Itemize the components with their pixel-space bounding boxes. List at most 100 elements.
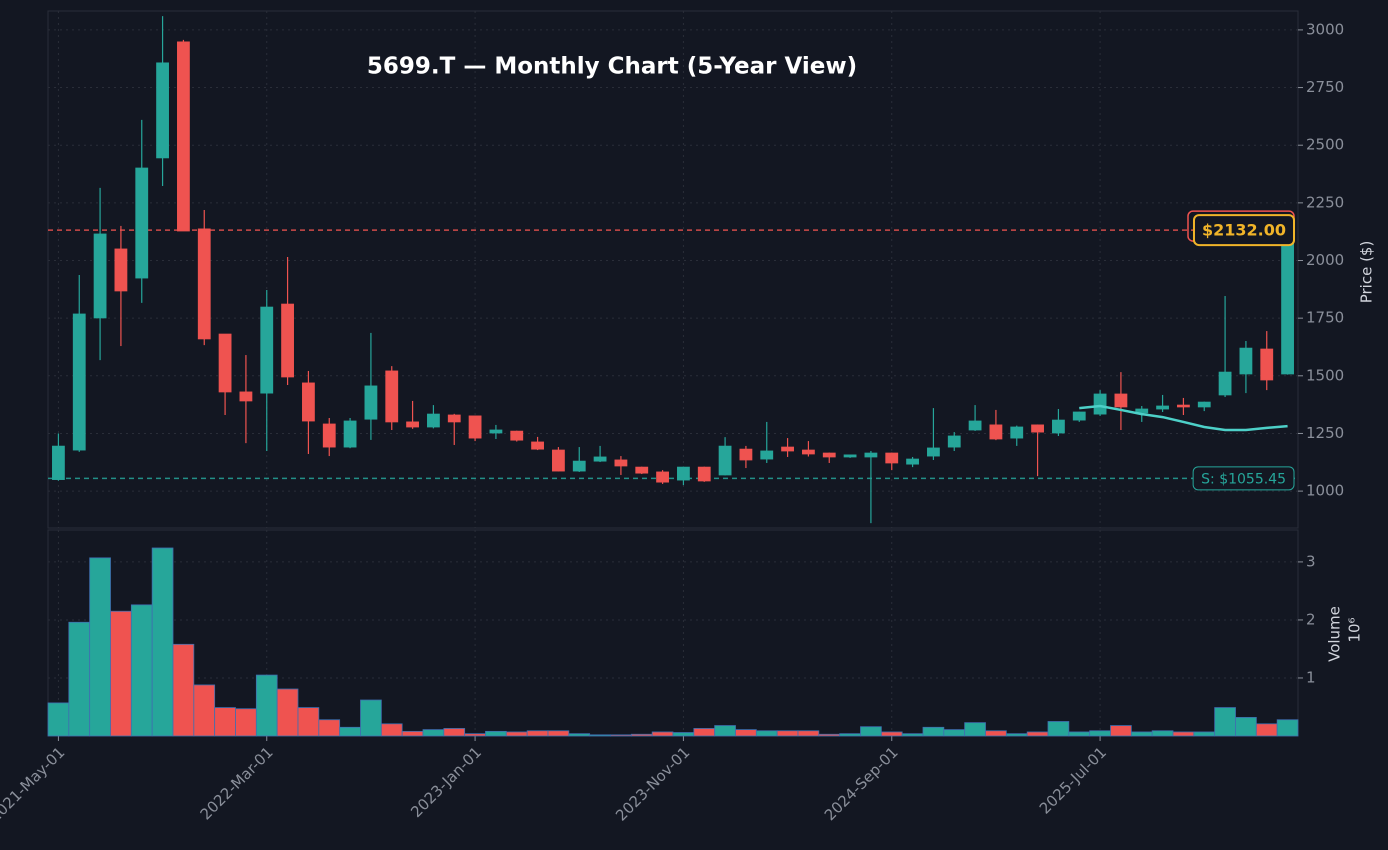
price-label-box — [1192, 214, 1295, 247]
candle-body — [1093, 393, 1107, 415]
candle-body — [52, 445, 65, 480]
candle-body — [302, 382, 315, 422]
candle-body — [93, 233, 107, 319]
y-tick-label: 2500 — [1306, 136, 1344, 154]
grid — [48, 11, 1303, 741]
volume-bar — [485, 730, 507, 737]
volume-bar — [901, 733, 924, 737]
candle-body — [239, 391, 253, 402]
candle-body — [635, 466, 649, 474]
candle-body — [406, 421, 419, 428]
candle-body — [281, 303, 294, 378]
price-label: S: $1055.45 — [1201, 471, 1286, 487]
volume-bar — [505, 731, 528, 737]
volume-bar — [464, 733, 486, 737]
candle-body — [760, 450, 774, 460]
candle-body — [427, 413, 440, 428]
candle-body — [843, 454, 857, 458]
volume-bar — [47, 702, 70, 737]
candle-body — [1031, 424, 1044, 433]
candle-body — [114, 248, 128, 292]
y-tick-label: 2000 — [1306, 251, 1344, 269]
y-tick-label: 1750 — [1306, 309, 1344, 327]
volume-bar — [255, 674, 278, 737]
candle-body — [364, 385, 378, 420]
moving-average — [1079, 404, 1288, 432]
candle-body — [656, 471, 669, 483]
candle-body — [802, 449, 815, 455]
candle-body — [531, 441, 544, 450]
volume-bar — [735, 729, 757, 737]
chart-title: 5699.T — Monthly Chart (5-Year View) — [367, 54, 857, 80]
candle-body — [968, 420, 982, 431]
volume-bar — [68, 621, 91, 737]
candle-body — [781, 446, 794, 452]
volume-bar — [943, 729, 966, 737]
volume-bar — [1235, 717, 1257, 737]
candle-body — [260, 306, 274, 394]
y-tick-label: 2250 — [1306, 193, 1344, 211]
candle-body — [593, 456, 607, 462]
volume-bar — [443, 728, 466, 737]
candle-body — [864, 452, 878, 458]
volume-bar — [880, 731, 903, 737]
y-tick-label: 1000 — [1306, 482, 1344, 500]
volume-bar — [1047, 721, 1070, 737]
volume-bar — [630, 733, 653, 737]
volume-bar — [797, 730, 820, 737]
candle-body — [927, 447, 940, 457]
candle-body — [447, 414, 461, 423]
candle-body — [1052, 419, 1065, 434]
y-tick-label: 1250 — [1306, 424, 1344, 442]
volume-bar — [1214, 707, 1236, 737]
volume-bar — [610, 734, 632, 737]
volume-bar — [1005, 733, 1028, 737]
volume-bar — [1110, 725, 1132, 737]
volume-bar — [297, 707, 320, 737]
volume-bar — [172, 643, 195, 737]
volume-bar — [672, 732, 695, 737]
volume-bar — [110, 610, 132, 737]
candle-body — [1281, 229, 1294, 375]
candle-body — [697, 466, 711, 482]
candle-body — [1177, 404, 1190, 408]
volume-bar — [547, 730, 570, 737]
candle-body — [552, 449, 565, 472]
candle-body — [72, 313, 86, 451]
candle-body — [906, 458, 919, 465]
candle-body — [156, 62, 169, 159]
volume-bar — [651, 731, 674, 737]
candle-body — [947, 435, 961, 448]
candle-body — [177, 41, 190, 232]
volume-bar — [235, 708, 257, 737]
candle-body — [572, 460, 586, 472]
candle-body — [135, 167, 149, 279]
y-axis-label: Price ($) — [1358, 241, 1376, 304]
volume-bar — [1276, 719, 1299, 737]
volume-bar — [1130, 731, 1153, 737]
candle-body — [322, 423, 336, 448]
volume-bar — [755, 730, 778, 737]
candle-body — [718, 445, 732, 476]
candle-body — [1114, 393, 1128, 408]
candle-body — [822, 452, 836, 458]
volume-bar — [380, 723, 403, 737]
candle-body — [1239, 347, 1253, 375]
candle-body — [197, 228, 211, 340]
candle-body — [510, 430, 524, 441]
volume-bar — [922, 726, 945, 737]
candle-body — [677, 466, 690, 481]
volume-bar — [360, 699, 382, 737]
volume-bar — [130, 604, 153, 737]
candle-body — [885, 452, 899, 464]
candle-body — [989, 424, 1003, 440]
volume-bar — [839, 733, 861, 737]
volume-bar — [1151, 730, 1174, 737]
y-tick-label: 2 — [1306, 610, 1316, 628]
volume-bar — [693, 728, 716, 737]
candle-body — [1072, 411, 1086, 421]
volume-bar — [589, 734, 611, 737]
volume-bar — [568, 733, 591, 737]
volume-bar — [776, 730, 799, 737]
